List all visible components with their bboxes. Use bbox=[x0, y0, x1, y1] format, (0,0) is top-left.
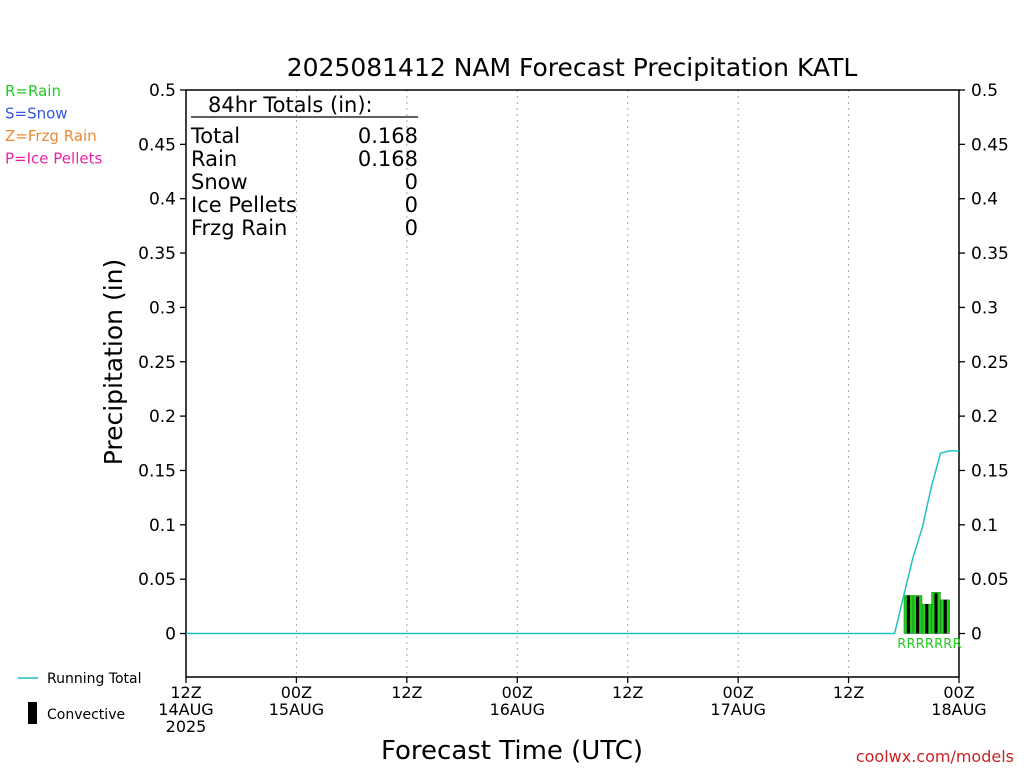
y-tick-label: 0.5 bbox=[149, 81, 176, 101]
precip-type-letter: R bbox=[916, 637, 925, 652]
precip-type-letter: R bbox=[897, 637, 906, 652]
y-tick-label-right: 0.25 bbox=[971, 353, 1009, 373]
type-legend-item: R=Rain bbox=[5, 82, 61, 100]
series-legend-label: Convective bbox=[47, 707, 125, 723]
y-axis-left: 0 0.05 0.1 0.15 0.2 0.25 0.3 0.35 0.4 0.45 0.5 bbox=[138, 81, 186, 645]
legend-bar-swatch bbox=[28, 702, 37, 724]
x-axis-label: Forecast Time (UTC) bbox=[381, 736, 643, 766]
convective-bar bbox=[925, 604, 929, 634]
y-tick-label-right: 0.3 bbox=[971, 298, 998, 318]
totals-label: Frzg Rain bbox=[191, 216, 287, 240]
totals-heading: 84hr Totals (in): bbox=[208, 93, 373, 117]
totals-box: 84hr Totals (in): Total 0.168 Rain 0.168 Sno… bbox=[190, 93, 418, 240]
y-tick-label: 0.1 bbox=[149, 516, 176, 536]
totals-value: 0 bbox=[405, 216, 418, 240]
type-legend-item: S=Snow bbox=[5, 105, 68, 123]
totals-value: 0 bbox=[405, 193, 418, 217]
y-tick-label-right: 0.15 bbox=[971, 461, 1009, 481]
y-tick-label: 0.35 bbox=[138, 244, 176, 264]
convective-bar bbox=[943, 599, 947, 634]
y-tick-label-right: 0 bbox=[971, 625, 982, 645]
x-tick-label: 12Z bbox=[612, 683, 643, 702]
y-tick-label-right: 0.45 bbox=[971, 135, 1009, 155]
y-tick-label-right: 0.4 bbox=[971, 190, 998, 210]
type-legend-item: P=Ice Pellets bbox=[5, 150, 102, 168]
y-tick-label: 0.05 bbox=[138, 570, 176, 590]
y-tick-label: 0.15 bbox=[138, 461, 176, 481]
precip-type-letter: R bbox=[943, 637, 952, 652]
y-tick-label-right: 0.1 bbox=[971, 516, 998, 536]
y-tick-label: 0.45 bbox=[138, 135, 176, 155]
y-tick-label-right: 0.35 bbox=[971, 244, 1009, 264]
totals-label: Ice Pellets bbox=[191, 193, 297, 217]
x-tick-label: 00Z bbox=[943, 683, 974, 702]
x-tick-label: 12Z bbox=[833, 683, 864, 702]
y-axis-label: Precipitation (in) bbox=[99, 259, 128, 466]
totals-rows: Total 0.168 Rain 0.168 Snow 0 Ice Pellets 0 Frzg… bbox=[190, 124, 418, 240]
precip-type-letter: R bbox=[925, 637, 934, 652]
y-tick-label: 0.2 bbox=[149, 407, 176, 427]
x-tick-label: 12Z bbox=[391, 683, 422, 702]
x-tick-label: 15AUG bbox=[269, 700, 324, 719]
y-tick-label-right: 0.2 bbox=[971, 407, 998, 427]
totals-label: Total bbox=[190, 124, 240, 148]
y-tick-label-right: 0.05 bbox=[971, 570, 1009, 590]
chart-title: 2025081412 NAM Forecast Precipitation KA… bbox=[287, 53, 858, 82]
precip-type-legend: R=Rain S=Snow Z=Frzg Rain P=Ice Pellets bbox=[5, 82, 102, 168]
totals-value: 0.168 bbox=[358, 124, 418, 148]
x-tick-label: 18AUG bbox=[931, 700, 986, 719]
y-tick-label: 0.25 bbox=[138, 353, 176, 373]
convective-bar bbox=[906, 595, 910, 634]
y-tick-label-right: 0.5 bbox=[971, 81, 998, 101]
totals-value: 0 bbox=[405, 170, 418, 194]
totals-label: Snow bbox=[191, 170, 248, 194]
precip-type-letter: R bbox=[934, 637, 943, 652]
x-tick-label: 00Z bbox=[722, 683, 753, 702]
x-tick-label: 00Z bbox=[281, 683, 312, 702]
plot-frame bbox=[185, 89, 960, 678]
totals-label: Rain bbox=[191, 147, 237, 171]
grid-lines bbox=[295, 90, 850, 677]
type-legend-item: Z=Frzg Rain bbox=[5, 127, 97, 145]
x-tick-label: 17AUG bbox=[710, 700, 765, 719]
series-legend: Running Total Convective bbox=[18, 671, 142, 724]
y-tick-label: 0.3 bbox=[149, 298, 176, 318]
totals-value: 0.168 bbox=[358, 147, 418, 171]
convective-bar bbox=[934, 593, 938, 634]
precip-type-letter: R bbox=[952, 637, 961, 652]
precip-type-letter: R bbox=[906, 637, 915, 652]
y-tick-label: 0 bbox=[165, 625, 176, 645]
x-tick-label: 14AUG bbox=[158, 700, 213, 719]
x-tick-label: 12Z bbox=[170, 683, 201, 702]
series-legend-label: Running Total bbox=[47, 671, 142, 687]
x-tick-label: 2025 bbox=[166, 717, 207, 736]
y-axis-right: 0 0.05 0.1 0.15 0.2 0.25 0.3 0.35 0.4 0.45 0.5 bbox=[959, 81, 1009, 645]
running-total-line bbox=[186, 450, 959, 635]
credit-text: coolwx.com/models bbox=[856, 747, 1014, 766]
x-tick-label: 00Z bbox=[502, 683, 533, 702]
convective-bar bbox=[916, 596, 920, 634]
precip-bars bbox=[903, 591, 950, 634]
y-tick-label: 0.4 bbox=[149, 190, 176, 210]
x-tick-label: 16AUG bbox=[490, 700, 545, 719]
